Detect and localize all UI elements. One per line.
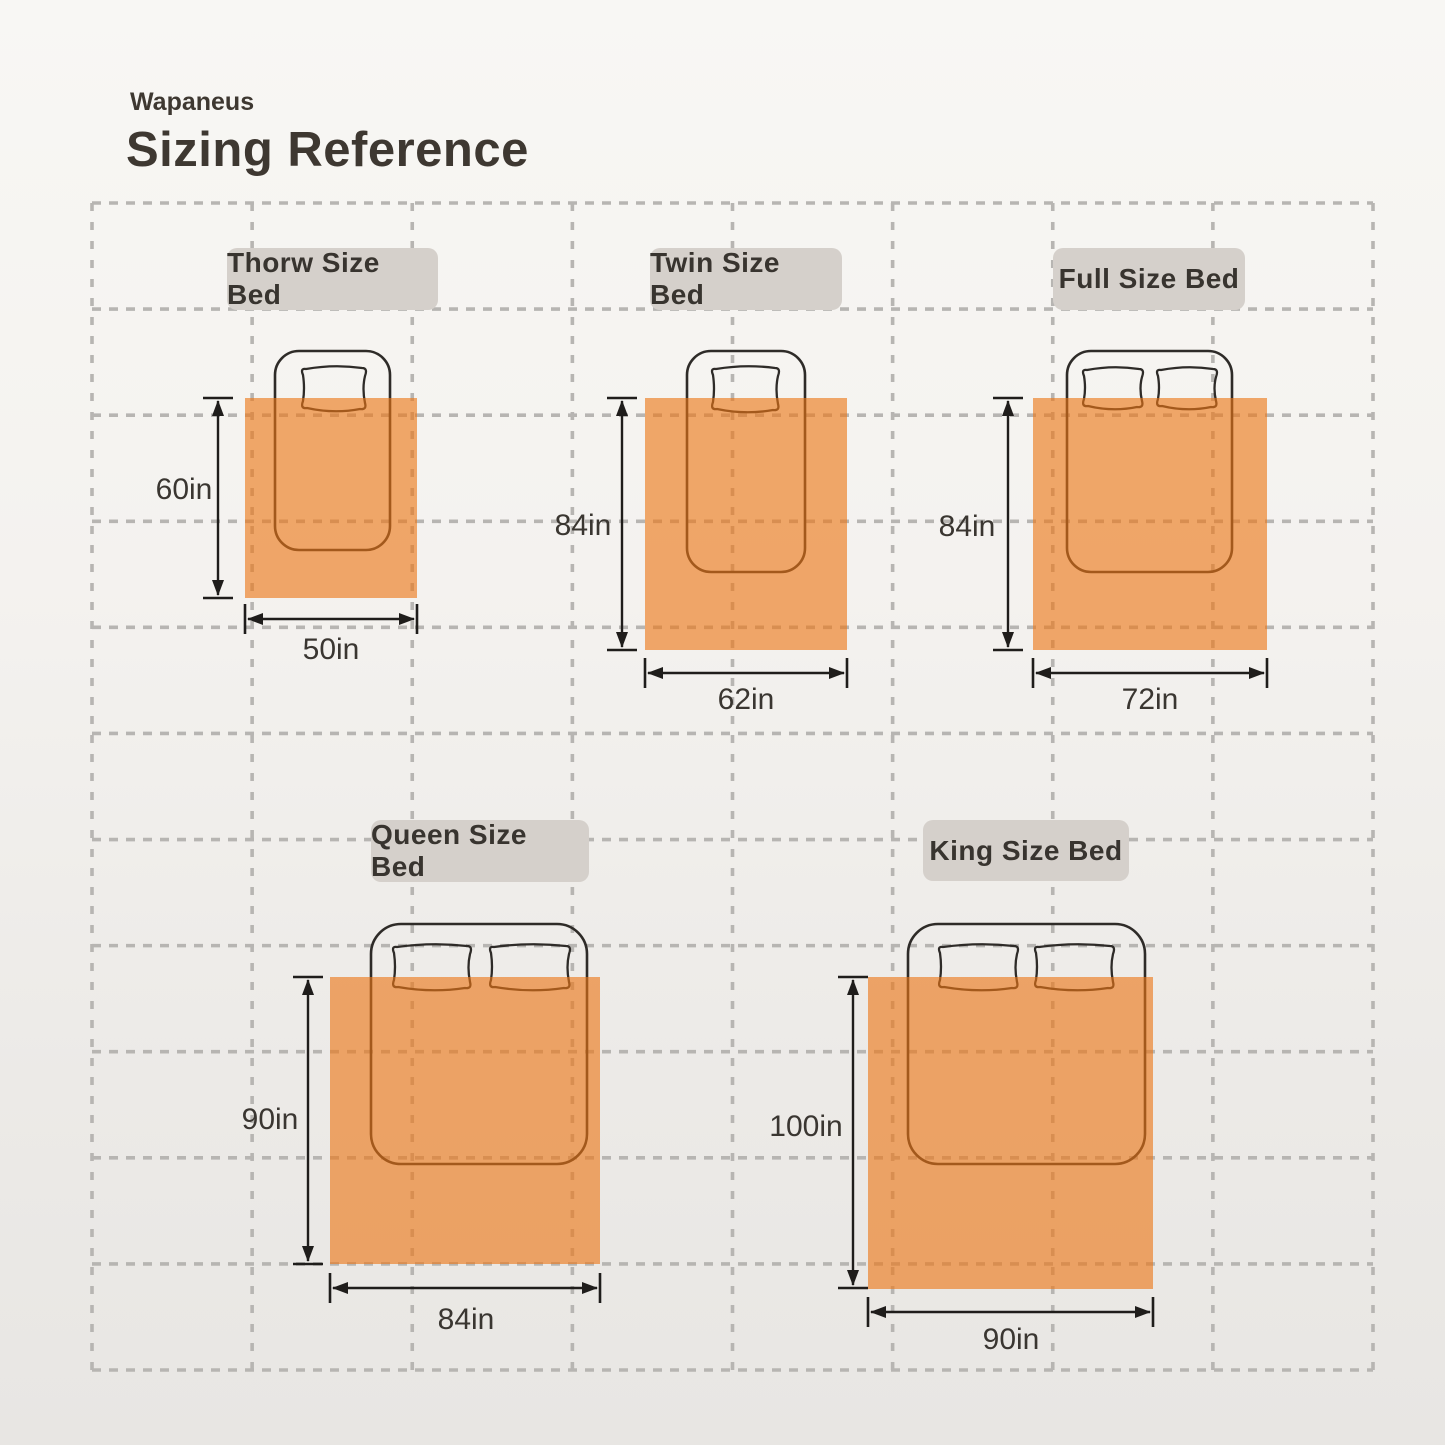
bed-size-label-king: King Size Bed bbox=[923, 820, 1129, 881]
arrowhead-left-icon bbox=[247, 613, 263, 625]
arrowhead-left-icon bbox=[870, 1306, 886, 1318]
width-dimension-label-queen: 84in bbox=[437, 1303, 495, 1336]
width-dimension-arrow bbox=[643, 658, 849, 688]
page-title: Sizing Reference bbox=[126, 123, 529, 177]
width-dimension-label-twin: 62in bbox=[717, 683, 775, 716]
width-dimension-arrow bbox=[328, 1273, 602, 1303]
height-dimension-arrow bbox=[293, 975, 323, 1266]
bed-diagram-2 bbox=[993, 349, 1269, 688]
arrowhead-right-icon bbox=[1249, 667, 1265, 679]
bed-size-label-full: Full Size Bed bbox=[1053, 248, 1245, 310]
arrowhead-down-icon bbox=[212, 580, 224, 596]
width-dimension-label-throw: 50in bbox=[302, 633, 360, 666]
bed-diagram-1 bbox=[607, 349, 849, 688]
bed-size-label-throw: Thorw Size Bed bbox=[227, 247, 438, 310]
height-dimension-label-queen: 90in bbox=[241, 1103, 299, 1136]
arrowhead-left-icon bbox=[1035, 667, 1051, 679]
height-dimension-label-throw: 60in bbox=[155, 473, 213, 506]
brand-name: Wapaneus bbox=[130, 88, 255, 116]
arrowhead-up-icon bbox=[302, 979, 314, 995]
blanket-overlay bbox=[245, 398, 417, 598]
arrowhead-up-icon bbox=[847, 979, 859, 995]
bed-diagram-3 bbox=[293, 922, 602, 1303]
height-dimension-label-full: 84in bbox=[938, 510, 996, 543]
arrowhead-right-icon bbox=[1135, 1306, 1151, 1318]
width-dimension-label-king: 90in bbox=[982, 1323, 1040, 1356]
bed-size-label-queen: Queen Size Bed bbox=[371, 819, 589, 882]
arrowhead-up-icon bbox=[616, 400, 628, 416]
arrowhead-right-icon bbox=[582, 1282, 598, 1294]
arrowhead-down-icon bbox=[616, 632, 628, 648]
arrowhead-right-icon bbox=[829, 667, 845, 679]
height-dimension-label-twin: 84in bbox=[554, 509, 612, 542]
arrowhead-down-icon bbox=[302, 1246, 314, 1262]
arrowhead-down-icon bbox=[847, 1270, 859, 1286]
arrowhead-down-icon bbox=[1002, 632, 1014, 648]
height-dimension-arrow bbox=[838, 975, 868, 1290]
width-dimension-arrow bbox=[866, 1297, 1155, 1327]
bed-size-label-twin: Twin Size Bed bbox=[650, 247, 842, 310]
arrowhead-up-icon bbox=[212, 400, 224, 416]
width-dimension-label-full: 72in bbox=[1121, 683, 1179, 716]
height-dimension-arrow bbox=[993, 396, 1023, 652]
height-dimension-label-king: 100in bbox=[769, 1110, 843, 1143]
grid bbox=[90, 201, 1375, 1372]
blanket-overlay bbox=[1033, 398, 1267, 650]
blanket-overlay bbox=[868, 977, 1153, 1289]
width-dimension-arrow bbox=[1031, 658, 1269, 688]
bed-diagram-0 bbox=[203, 349, 419, 634]
blanket-overlay bbox=[330, 977, 600, 1264]
bed-diagram-4 bbox=[838, 922, 1155, 1327]
arrowhead-right-icon bbox=[399, 613, 415, 625]
arrowhead-up-icon bbox=[1002, 400, 1014, 416]
height-dimension-arrow bbox=[607, 396, 637, 652]
arrowhead-left-icon bbox=[647, 667, 663, 679]
arrowhead-left-icon bbox=[332, 1282, 348, 1294]
width-dimension-arrow bbox=[243, 604, 419, 634]
height-dimension-arrow bbox=[203, 396, 233, 600]
blanket-overlay bbox=[645, 398, 847, 650]
